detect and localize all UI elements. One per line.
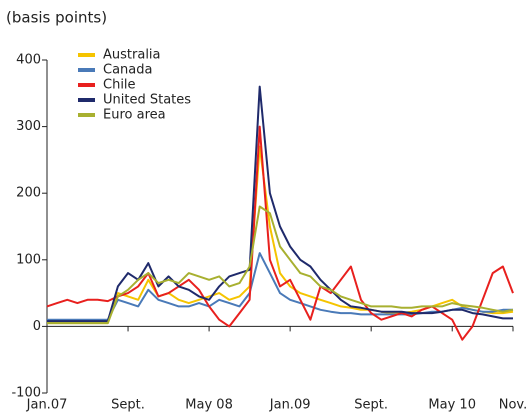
series-line [47,85,513,323]
x-tick-label: Nov. [499,398,528,413]
legend-label: Australia [103,48,161,63]
x-tick-label: Jan.07 [26,398,68,413]
series-line [46,125,514,341]
y-tick-label: 400 [16,53,41,68]
legend-label: Euro area [103,108,166,123]
series-line [47,205,514,325]
y-tick-label: 300 [16,119,41,134]
legend-label: Chile [103,78,136,93]
x-tick-label: Sept. [354,398,388,413]
x-tick-label: May 08 [185,398,233,413]
chart-title: (basis points) [6,9,107,27]
x-tick-label: Jan.09 [269,398,311,413]
legend-label: Canada [103,63,152,78]
y-tick-label: 200 [16,186,41,201]
x-tick-label: May 10 [428,398,476,413]
y-tick-label: -100 [11,386,41,401]
y-tick-label: 100 [16,252,41,267]
legend-label: United States [103,93,191,108]
x-tick-label: Sept. [111,398,145,413]
series-line [47,145,514,325]
y-tick-label: 0 [33,319,41,334]
